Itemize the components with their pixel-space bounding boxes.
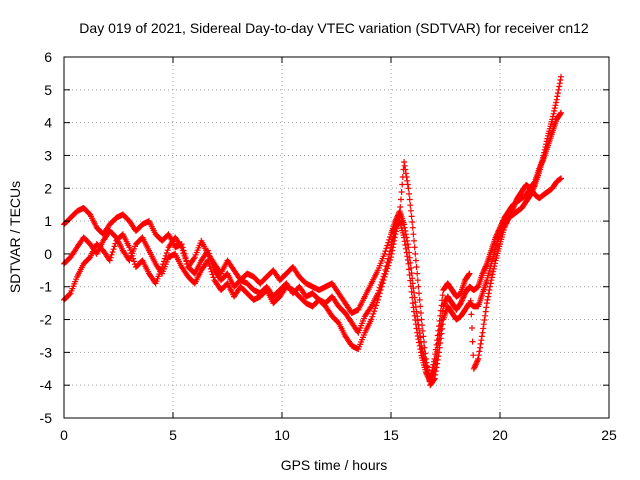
y-tick-label: -1 xyxy=(40,279,53,295)
y-tick-label: -3 xyxy=(40,344,53,360)
y-tick-label: 0 xyxy=(44,246,52,262)
ticks: 0 5 10 15 20 25 -5 -4 -3 -2 -1 0 1 2 3 4 5 6 xyxy=(40,49,617,443)
plot-frame xyxy=(63,56,610,419)
y-tick-label: 5 xyxy=(44,82,52,98)
x-tick-label: 25 xyxy=(601,427,617,443)
x-tick-label: 5 xyxy=(169,427,177,443)
y-tick-label: -5 xyxy=(40,410,53,426)
y-tick-label: 3 xyxy=(44,147,52,163)
x-tick-label: 0 xyxy=(60,427,68,443)
y-tick-label: -4 xyxy=(40,377,53,393)
y-tick-label: 2 xyxy=(44,180,52,196)
y-tick-label: 4 xyxy=(44,115,52,131)
chart-title: Day 019 of 2021, Sidereal Day-to-day VTE… xyxy=(79,20,589,36)
x-tick-label: 20 xyxy=(492,427,508,443)
y-tick-label: 1 xyxy=(44,213,52,229)
x-tick-label: 10 xyxy=(274,427,290,443)
y-axis-label: SDTVAR / TECUs xyxy=(7,181,23,293)
x-axis-label: GPS time / hours xyxy=(281,457,388,473)
y-tick-label: 6 xyxy=(44,49,52,65)
y-tick-label: -2 xyxy=(40,312,53,328)
x-tick-label: 15 xyxy=(383,427,399,443)
